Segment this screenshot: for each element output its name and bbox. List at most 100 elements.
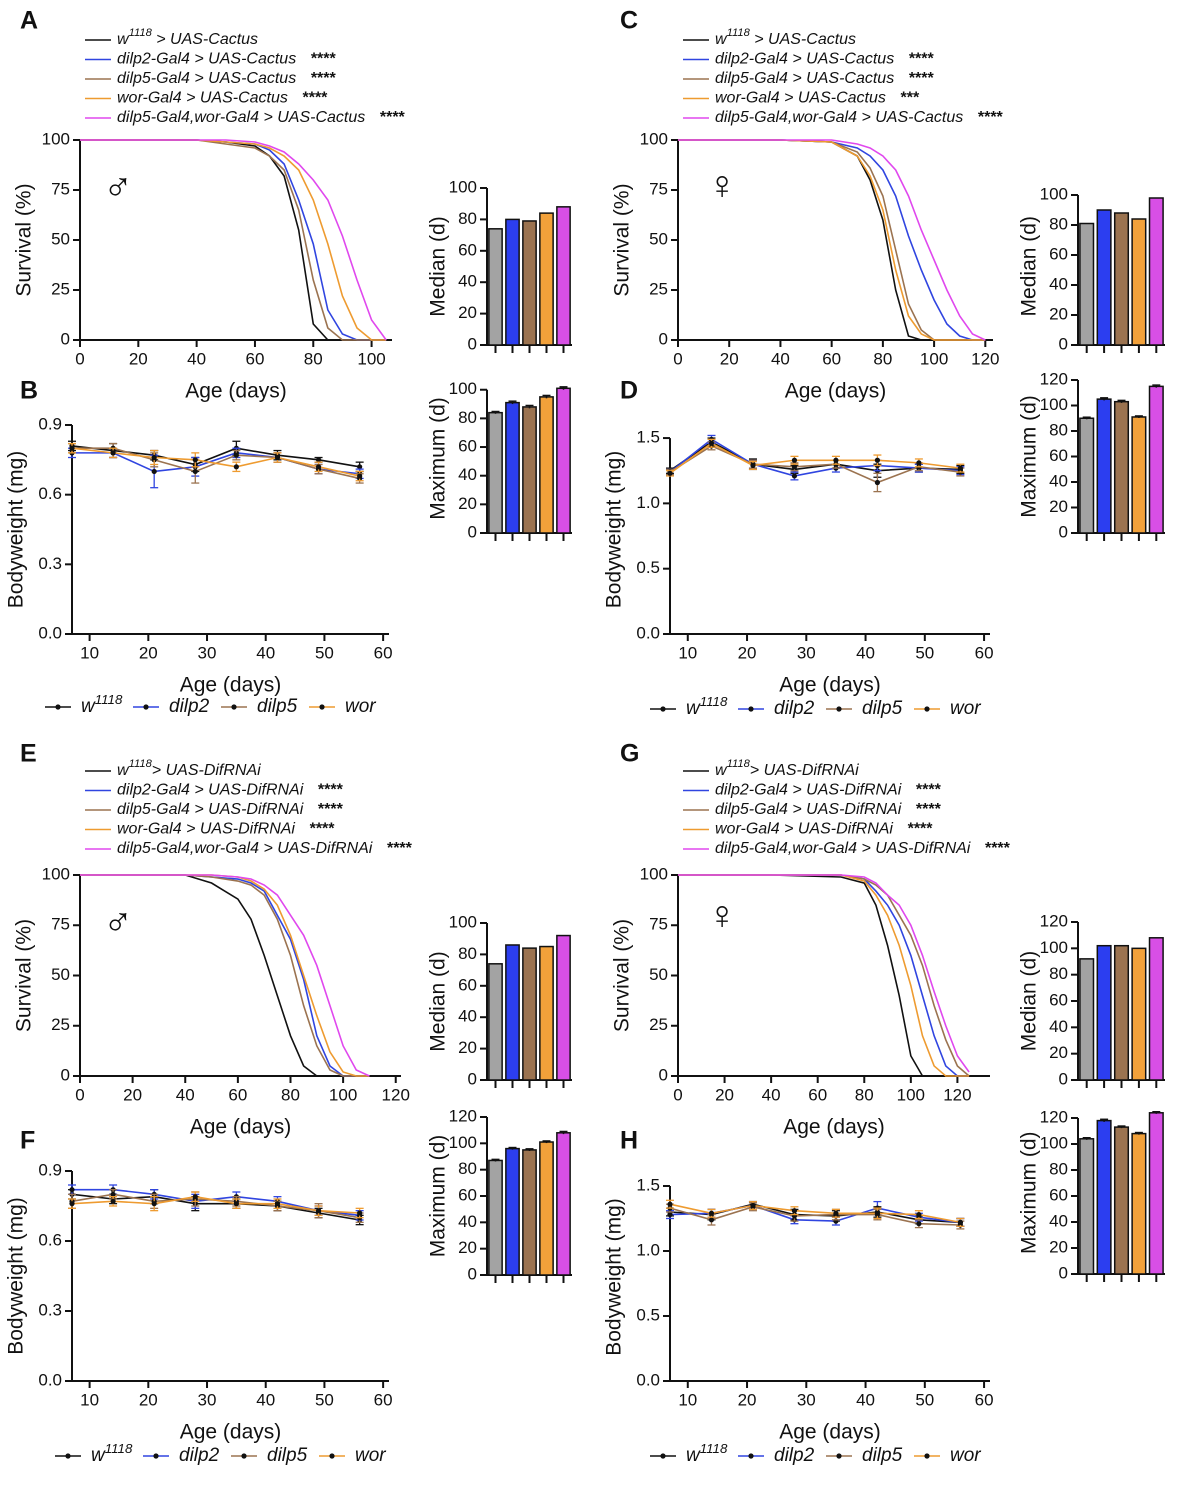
y-tick-label: 0 — [659, 329, 668, 348]
legend-label: wor — [345, 696, 376, 717]
legend-label: wor — [950, 698, 981, 719]
series-line — [669, 441, 961, 472]
legend-label: w1118 — [91, 1441, 133, 1467]
y-axis-label: Bodyweight (mg) — [5, 451, 28, 609]
point — [192, 1194, 198, 1200]
legend-label: dilp5-Gal4 > UAS-DifRNAi — [715, 801, 902, 818]
y-tick-label: 60 — [458, 240, 477, 259]
legend-marker — [924, 706, 930, 712]
significance: **** — [317, 801, 343, 818]
y-tick-label: 120 — [1040, 1107, 1068, 1126]
x-tick-label: 0 — [75, 349, 84, 368]
bar — [1079, 222, 1095, 346]
y-tick-label: 100 — [449, 912, 477, 931]
legend-label: wor-Gal4 > UAS-Cactus — [117, 90, 288, 107]
bar — [522, 947, 537, 1081]
legend-marker — [143, 704, 149, 710]
y-axis-label: Bodyweight (mg) — [603, 1198, 626, 1356]
y-tick-label: 1.0 — [636, 1240, 660, 1259]
panel-label: F — [20, 1127, 35, 1155]
legend-marker — [836, 1453, 842, 1459]
x-tick-label: 60 — [975, 643, 994, 662]
legend-label: w1118 — [81, 692, 123, 718]
bar — [1148, 385, 1164, 534]
y-tick-label: 0.5 — [636, 1305, 660, 1324]
significance: **** — [302, 90, 328, 107]
y-tick-label: 60 — [1049, 446, 1068, 465]
series-line — [669, 442, 961, 474]
x-tick-label: 20 — [720, 349, 739, 368]
point — [667, 470, 673, 476]
y-tick-label: 50 — [649, 229, 668, 248]
y-tick-label: 100 — [449, 177, 477, 196]
legend-label: dilp5-Gal4 > UAS-Cactus — [117, 70, 296, 87]
y-tick-label: 25 — [51, 1015, 70, 1034]
bar — [539, 396, 554, 534]
bar — [1131, 1132, 1147, 1275]
x-tick-label: 20 — [738, 1390, 757, 1409]
legend-marker — [241, 1453, 247, 1459]
y-tick-label: 100 — [1040, 184, 1068, 203]
legend-label: dilp5-Gal4,wor-Gal4 > UAS-DifRNAi — [117, 840, 373, 857]
y-tick-label: 80 — [1049, 1159, 1068, 1178]
y-tick-label: 0 — [468, 334, 477, 353]
x-tick-label: 20 — [123, 1085, 142, 1104]
x-tick-label: 60 — [822, 349, 841, 368]
x-tick-label: 100 — [329, 1085, 357, 1104]
x-tick-label: 50 — [315, 643, 334, 662]
bar — [488, 963, 503, 1081]
y-tick-label: 50 — [51, 229, 70, 248]
series-line — [678, 139, 986, 341]
point — [151, 468, 157, 475]
panel-label: A — [20, 7, 38, 35]
x-tick-label: 0 — [673, 1085, 682, 1104]
point — [69, 1201, 75, 1207]
x-tick-label: 10 — [80, 1390, 99, 1409]
y-tick-label: 0.0 — [38, 623, 62, 642]
bar — [1131, 416, 1147, 534]
y-tick-label: 0.6 — [38, 1230, 62, 1249]
x-tick-label: 50 — [915, 1390, 934, 1409]
panel-label: B — [20, 377, 38, 405]
panel-label: H — [620, 1127, 638, 1155]
y-axis-label: Median (d) — [1018, 216, 1041, 316]
point — [315, 1208, 322, 1214]
y-axis-label: Median (d) — [427, 216, 450, 316]
x-axis-label: Age (days) — [180, 674, 282, 697]
legend-label: dilp5-Gal4 > UAS-Cactus — [715, 70, 894, 87]
x-tick-label: 10 — [678, 643, 697, 662]
x-axis-label: Age (days) — [785, 380, 887, 403]
x-tick-label: 10 — [80, 643, 99, 662]
panel-label: G — [620, 740, 639, 768]
series-line — [669, 444, 961, 484]
y-tick-label: 100 — [1040, 1133, 1068, 1152]
y-tick-label: 0.0 — [636, 1370, 660, 1389]
point — [274, 1201, 281, 1207]
y-tick-label: 0.9 — [38, 1160, 62, 1179]
point — [151, 454, 157, 461]
bar — [505, 401, 520, 534]
legend-label: dilp2-Gal4 > UAS-Cactus — [715, 51, 894, 68]
bar — [522, 220, 537, 346]
legend-marker — [836, 706, 842, 712]
legend-marker — [660, 1453, 666, 1459]
series-line — [80, 874, 370, 1077]
y-tick-label: 0 — [468, 1069, 477, 1088]
legend-label: wor — [355, 1445, 386, 1466]
x-axis-label: Age (days) — [180, 1421, 282, 1444]
series-line — [71, 445, 360, 468]
y-tick-label: 20 — [458, 303, 477, 322]
point — [192, 468, 198, 475]
bar — [505, 944, 520, 1081]
y-tick-label: 20 — [1049, 1043, 1068, 1062]
y-tick-label: 20 — [458, 1038, 477, 1057]
point — [110, 450, 116, 456]
bar — [556, 206, 571, 346]
significance: **** — [310, 51, 336, 68]
x-tick-label: 40 — [176, 1085, 195, 1104]
bar — [1096, 209, 1112, 346]
bar — [505, 1147, 520, 1276]
legend-label: dilp2 — [774, 1445, 815, 1466]
bar — [522, 406, 537, 534]
point — [233, 452, 239, 458]
